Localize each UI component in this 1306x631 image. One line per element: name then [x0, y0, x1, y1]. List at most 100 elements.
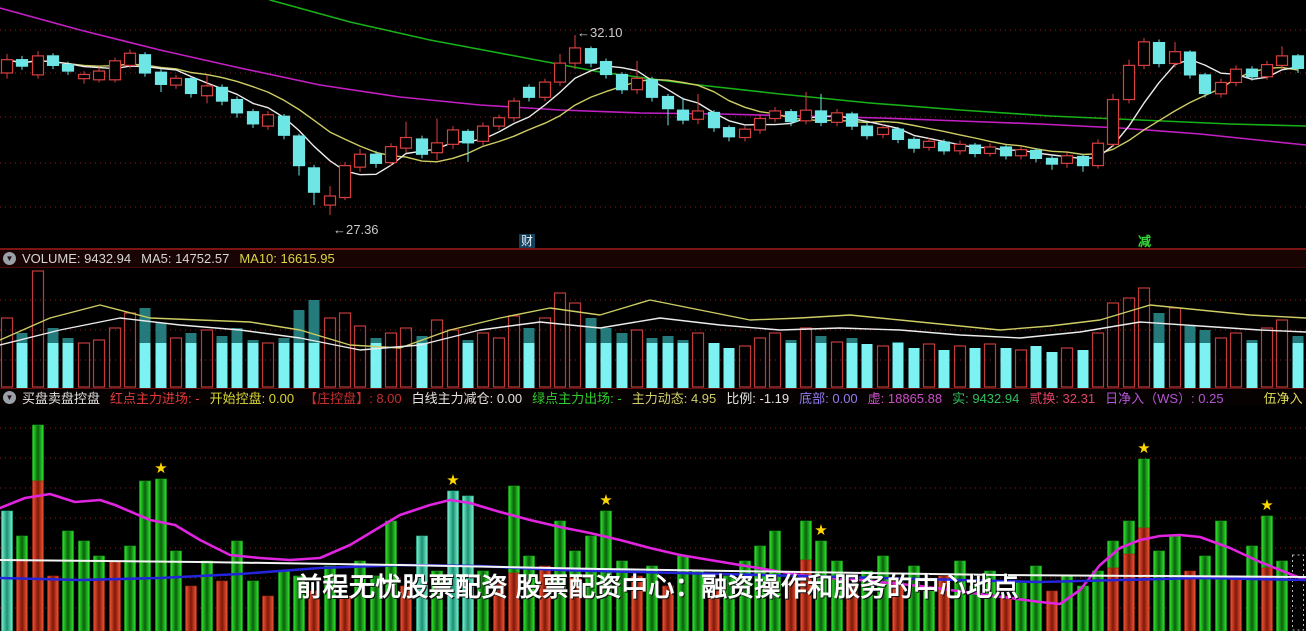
volume-header: ▼ VOLUME: 9432.94 MA5: 14752.57 MA10: 16… [0, 248, 1306, 268]
indicator-bar-g [1169, 535, 1181, 631]
candle-down [138, 54, 152, 74]
candle-up [876, 127, 890, 136]
volume-bar-up [492, 337, 506, 388]
volume-bar-down [892, 343, 904, 388]
indicator-bar-g [754, 545, 766, 631]
volume-bar-up [77, 342, 91, 388]
volume-bar-up [691, 332, 705, 388]
indicator-bar-green-top [1261, 515, 1273, 569]
volume-bar-up [1060, 347, 1074, 388]
indicator-bar-g [231, 540, 243, 631]
candle-down [1245, 68, 1259, 78]
indicator-bar-green-top [93, 555, 105, 580]
volume-bar-down [523, 343, 535, 388]
volume-bar-down [646, 338, 658, 343]
indicator-bar-g [431, 570, 443, 631]
candle-up [553, 62, 567, 83]
candle-up [738, 128, 752, 139]
volume-bar-down [1046, 352, 1058, 388]
volume-bar-up [261, 342, 275, 388]
star-marker-icon: ★ [154, 460, 167, 477]
indicator-bar-g [139, 480, 151, 631]
candle-down [784, 111, 798, 123]
candle-up [476, 125, 490, 142]
indicator-bar-g [616, 560, 628, 631]
candle-up [92, 70, 106, 81]
collapse-chevron-icon[interactable]: ▼ [3, 252, 16, 265]
volume-bar-down [1077, 350, 1089, 388]
indicator-bar-c [447, 490, 459, 631]
volume-bar-down [293, 310, 305, 343]
indicator-field: 伍净入（SW）: 0.46 [1263, 391, 1306, 406]
indicator-bar-red [1123, 553, 1135, 631]
volume-bar-down [785, 343, 797, 388]
candle-up [399, 136, 413, 149]
candle-up [77, 73, 91, 80]
volume-bar-down [1246, 340, 1258, 343]
volume-bar-down [231, 328, 243, 343]
volume-bar-down [1199, 343, 1211, 388]
indicator-panel: ★ ★ ★ ★ ★ ★ [0, 406, 1306, 631]
indicator-name: 买盘卖盘控盘 [22, 391, 101, 406]
indicator-field: 【庄控盘】: 8.00 [304, 391, 402, 406]
indicator-header: ▼ 买盘卖盘控盘 红点主力进场: - 开始控盘: 0.00 【庄控盘】: 8.00 白… [0, 388, 1306, 406]
volume-bar-down [861, 344, 873, 388]
candle-up [0, 59, 14, 74]
indicator-bar-red [800, 559, 812, 631]
volume-bar-down [278, 338, 290, 343]
candle-up [630, 77, 644, 91]
indicator-bar-green-top [1123, 520, 1135, 555]
candle-down [845, 113, 859, 127]
volume-bar-down [1292, 336, 1304, 343]
indicator-field: 底部: 0.00 [799, 391, 858, 406]
candle-down [277, 115, 291, 136]
candle-up [1137, 41, 1151, 66]
indicator-bar-g [370, 575, 382, 631]
indicator-bar-r [400, 585, 412, 631]
candle-down [645, 79, 659, 98]
indicator-bar-red [93, 578, 105, 631]
indicator-bar-g [739, 560, 751, 631]
candle-up [1260, 64, 1274, 78]
volume-bar-up [1260, 327, 1274, 388]
indicator-bar-g [646, 565, 658, 631]
volume-bar-down [16, 333, 28, 343]
candle-down [907, 138, 921, 149]
volume-bar-down [293, 343, 305, 388]
volume-bar-down [1199, 330, 1211, 343]
candle-up [768, 110, 782, 120]
volume-bar-down [62, 343, 74, 388]
volume-bar-up [753, 337, 767, 388]
candle-up [338, 165, 352, 199]
indicator-bar-g [861, 570, 873, 631]
indicator-bar-r [185, 585, 197, 631]
candle-down [1045, 157, 1059, 165]
indicator-bar-g [124, 545, 136, 631]
volume-bar-down [616, 333, 628, 343]
collapse-chevron-icon[interactable]: ▼ [3, 391, 16, 404]
indicator-bar-r [216, 580, 228, 631]
indicator-bar-g [984, 570, 996, 631]
indicator-bar-g [1092, 570, 1104, 631]
indicator-magenta-line [0, 492, 1306, 606]
candle-up [169, 77, 183, 86]
indicator-bar-g [1153, 550, 1165, 631]
candle-up [446, 129, 460, 145]
indicator-bar-g [923, 590, 935, 631]
candle-down [584, 48, 598, 64]
volume-bar-down [1292, 343, 1304, 388]
volume-bar-up [169, 337, 183, 388]
indicator-field: 开始控盘: 0.00 [209, 391, 295, 406]
candle-down [1152, 41, 1166, 65]
candle-up [568, 47, 582, 64]
volume-bar-up [568, 302, 582, 388]
candle-down [1198, 74, 1212, 95]
volume-bar-down [1246, 343, 1258, 388]
indicator-bar-r [539, 565, 551, 631]
candle-down [215, 86, 229, 102]
indicator-bar-r [846, 585, 858, 631]
volume-bar-down [139, 343, 151, 388]
volume-bar-down [155, 323, 167, 343]
volume-bar-down [231, 343, 243, 388]
